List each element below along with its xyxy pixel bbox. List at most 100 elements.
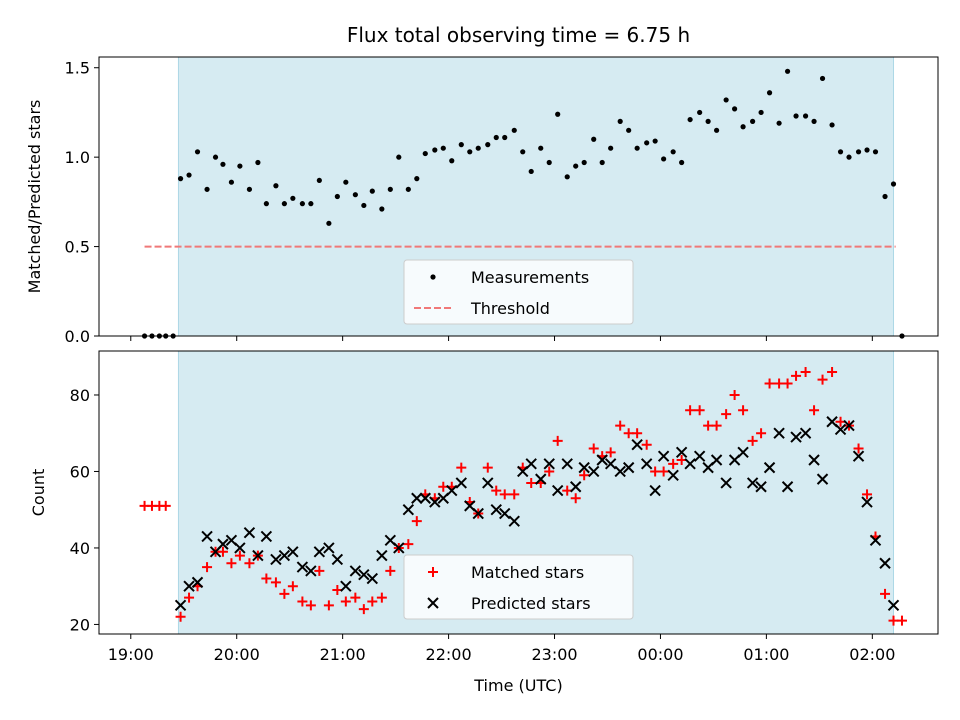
matched-point (774, 378, 785, 389)
measurement-point (819, 75, 826, 82)
matched-point (623, 428, 634, 439)
matched-point (764, 378, 775, 389)
predicted-point (201, 530, 213, 543)
matched-point (358, 604, 369, 615)
matched-point (862, 489, 873, 500)
measurement-point (387, 186, 393, 192)
measurement-point (432, 147, 438, 153)
predicted-point (887, 599, 900, 612)
predicted-point (720, 477, 732, 489)
matched-point (340, 596, 351, 607)
x-tick-label: 19:00 (108, 645, 154, 664)
measurement-point (263, 201, 269, 207)
predicted-point (746, 477, 759, 489)
measurement-point (617, 118, 623, 124)
series-measurements (141, 68, 905, 339)
axes-frame (98, 56, 939, 337)
y-tick-label: 40 (70, 539, 90, 558)
matched-point (244, 558, 255, 569)
measurement-point (846, 154, 852, 160)
measurement-point (670, 149, 676, 155)
measurement-point (872, 149, 879, 155)
matched-point (800, 367, 811, 378)
predicted-point (287, 546, 299, 558)
predicted-point (657, 450, 670, 462)
predicted-point (852, 450, 865, 462)
matched-point (685, 405, 696, 416)
x-tick-label: 02:00 (849, 645, 895, 664)
matched-point (499, 489, 510, 500)
predicted-point (737, 446, 749, 459)
predicted-point (869, 534, 882, 547)
predicted-point (402, 504, 415, 516)
predicted-point (861, 496, 873, 508)
measurement-point (634, 145, 640, 151)
matched-point (668, 458, 679, 469)
legend-marker-predicted (427, 597, 439, 609)
matched-point (738, 405, 749, 416)
matched-point (202, 562, 213, 573)
matched-point (376, 592, 387, 603)
x-tick-label: 21:00 (320, 645, 366, 664)
matched-point (403, 539, 414, 550)
predicted-point (270, 553, 282, 566)
measurement-point (449, 158, 455, 164)
measurement-point (793, 113, 799, 119)
measurement-point (555, 111, 561, 117)
measurement-point (493, 134, 499, 141)
matched-point (491, 485, 502, 496)
predicted-point (781, 481, 794, 493)
matched-point (482, 462, 493, 473)
measurement-point (212, 154, 219, 160)
predicted-point (366, 572, 379, 585)
legend-box (403, 259, 634, 325)
measurement-point (334, 193, 340, 200)
matched-point (234, 550, 245, 561)
measurement-point (855, 149, 862, 155)
matched-point (544, 466, 555, 477)
measurement-point (802, 113, 809, 119)
predicted-point (710, 454, 723, 466)
measurement-point (255, 159, 261, 166)
measurement-point (520, 149, 526, 155)
measurement-point (581, 159, 587, 166)
measurement-point (784, 68, 791, 74)
y-tick-label: 20 (70, 615, 90, 634)
matched-point (226, 558, 237, 569)
measurement-point (661, 156, 667, 162)
predicted-point (349, 565, 362, 577)
matched-point (184, 592, 195, 603)
matched-point (579, 470, 590, 481)
predicted-point (482, 477, 494, 489)
measurement-point (732, 106, 738, 112)
predicted-point (675, 446, 688, 459)
legend-marker-matched (428, 567, 438, 577)
matched-point (526, 477, 537, 488)
predicted-point (508, 515, 520, 527)
measurement-point (679, 159, 685, 166)
predicted-point (305, 565, 317, 577)
y-tick-label: 1.0 (65, 148, 90, 167)
predicted-point (411, 492, 423, 504)
measurement-point (246, 186, 253, 192)
x-tick-label: 20:00 (214, 645, 260, 664)
x-tick-label: 01:00 (743, 645, 789, 664)
matched-point (880, 588, 891, 599)
matched-point (791, 370, 802, 381)
legend: Matched stars Predicted stars (403, 554, 634, 620)
measurement-point (308, 201, 314, 207)
measurement-point (326, 220, 332, 226)
predicted-point (816, 473, 829, 485)
measurement-point (697, 109, 703, 116)
predicted-point (331, 553, 344, 566)
predicted-point (313, 546, 326, 558)
y-axis-label: Count (29, 469, 48, 517)
measurement-point (713, 127, 720, 133)
predicted-point (834, 423, 847, 436)
measurement-point (237, 163, 243, 169)
measurement-point (186, 172, 192, 178)
measurement-point (740, 124, 746, 130)
matched-point (747, 435, 758, 446)
matched-point (809, 405, 820, 416)
matched-point (367, 596, 378, 607)
